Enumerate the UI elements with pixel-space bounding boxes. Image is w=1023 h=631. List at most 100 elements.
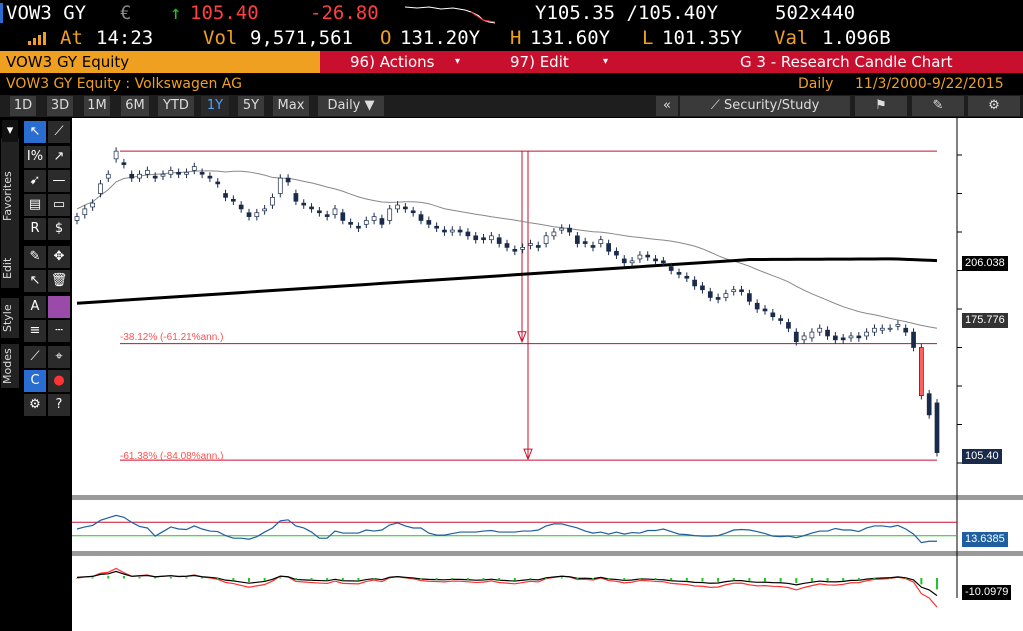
at-label: At	[60, 27, 83, 49]
pen-tool-icon[interactable]: ✎	[24, 246, 46, 268]
horizontal-line-icon[interactable]: —	[48, 170, 70, 192]
color-swatch-icon[interactable]	[48, 296, 70, 318]
x-year-label: 2015	[505, 617, 529, 629]
select-tool-icon[interactable]: ↖	[24, 270, 46, 292]
macd-histogram-bar	[748, 578, 751, 582]
help-icon[interactable]: ?	[48, 394, 70, 416]
candle-body	[121, 162, 127, 165]
chart-toolbar: 1D 3D 1M 6M YTD 1Y 5Y Max Daily ▼ « ⟋ Se…	[0, 95, 1023, 117]
ma50-value-tag: 175.776	[962, 313, 1008, 328]
ticker-symbol[interactable]: VOW3 GY	[6, 2, 87, 24]
candle-body	[113, 150, 119, 160]
regression-tool-icon[interactable]: R	[24, 218, 46, 240]
collapse-button[interactable]: «	[656, 96, 678, 116]
candle-body	[395, 204, 400, 210]
period-5y-button[interactable]: 5Y	[238, 96, 264, 116]
security-study-button[interactable]: ⟋ Security/Study	[680, 96, 850, 116]
modes-tab[interactable]: Modes	[1, 344, 19, 388]
flag-icon[interactable]: ⚑	[855, 96, 907, 116]
high-price: 131.60Y	[530, 27, 611, 49]
macd-histogram-bar	[764, 578, 766, 582]
style-tab[interactable]: Style	[1, 298, 19, 338]
candle-body	[207, 175, 213, 179]
macd-histogram-bar	[607, 578, 610, 580]
arrow-tool-icon[interactable]: ➹	[24, 170, 46, 192]
candle-body	[199, 171, 205, 175]
candle-body	[254, 212, 260, 217]
channel-tool-icon[interactable]: ▤	[24, 194, 46, 216]
macd-signal-line	[76, 570, 938, 597]
settings-gear-icon[interactable]: ⚙	[968, 96, 1020, 116]
candle-body	[825, 329, 830, 337]
candle-body	[184, 171, 189, 175]
edit-dropdown-icon[interactable]: ▾	[603, 56, 609, 67]
macd-histogram-bar	[341, 578, 344, 581]
candle-body	[926, 393, 932, 416]
trendline-tool-icon[interactable]: ↗	[48, 146, 70, 168]
actions-dropdown-icon[interactable]: ▾	[455, 56, 461, 67]
up-arrow-icon: ↑	[170, 2, 182, 24]
fib-tool-icon[interactable]: I%	[24, 146, 46, 168]
line-weight-icon[interactable]: ≡	[24, 320, 46, 342]
candle-body	[676, 272, 682, 275]
snap-mode-icon[interactable]: ⌖	[48, 346, 70, 368]
crosshair-mode-icon[interactable]: ⟋	[24, 346, 46, 368]
shape-tool-icon[interactable]: ▭	[48, 194, 70, 216]
candle-body	[793, 331, 799, 343]
security-field[interactable]: VOW3 GY Equity	[0, 51, 320, 73]
frequency-dropdown[interactable]: Daily ▼	[318, 96, 384, 116]
line-style-icon[interactable]: ┄	[48, 320, 70, 342]
cycle-mode-icon[interactable]: C	[24, 370, 46, 392]
text-style-icon[interactable]: A	[24, 296, 46, 318]
candle-body	[356, 225, 361, 229]
macd-histogram-bar	[529, 578, 532, 580]
period-1d-button[interactable]: 1D	[10, 96, 36, 116]
macd-histogram-bar	[107, 575, 110, 579]
rsi-line	[76, 514, 937, 544]
macd-histogram-bar	[795, 578, 798, 583]
candle-body	[668, 266, 674, 271]
macd-histogram-bar	[154, 577, 157, 579]
macd-histogram-bar	[435, 578, 438, 580]
candle-body	[379, 218, 385, 225]
period-6m-button[interactable]: 6M	[121, 96, 149, 116]
macd-histogram-bar	[873, 578, 876, 580]
multi-color-icon[interactable]: ●	[48, 370, 70, 392]
candle-body	[528, 243, 533, 246]
macd-histogram-bar	[623, 578, 626, 581]
candle-body	[410, 210, 416, 214]
collapse-arrow-icon[interactable]: ▾	[2, 120, 18, 142]
open-price: 131.20Y	[400, 27, 481, 49]
edit-note-icon[interactable]: ✎	[912, 96, 964, 116]
rsi-tick-label: 100	[969, 507, 987, 519]
period-ytd-button[interactable]: YTD	[158, 96, 194, 116]
line-tool-icon[interactable]: ⟋	[48, 121, 70, 143]
trash-icon[interactable]: 🗑	[48, 270, 70, 292]
macd-histogram-bar	[310, 578, 313, 581]
price-tool-icon[interactable]: $	[48, 218, 70, 240]
period-3d-button[interactable]: 3D	[47, 96, 73, 116]
period-1y-button[interactable]: 1Y	[201, 96, 229, 116]
security-name: VOW3 GY Equity : Volkswagen AG	[6, 76, 242, 92]
candle-body	[582, 241, 588, 244]
actions-menu[interactable]: 96) Actions	[350, 53, 435, 71]
pointer-tool-icon[interactable]: ↖	[24, 121, 46, 143]
last-price-tag: 105.40	[962, 449, 1002, 464]
candle-body	[426, 220, 432, 225]
candle-body	[340, 212, 346, 221]
macd-histogram-bar	[451, 578, 454, 580]
edit-menu[interactable]: 97) Edit	[510, 53, 569, 71]
tools-settings-icon[interactable]: ⚙	[24, 394, 46, 416]
macd-histogram-bar	[685, 578, 688, 581]
period-1m-button[interactable]: 1M	[84, 96, 110, 116]
candle-body	[715, 297, 721, 300]
edit-tab[interactable]: Edit	[1, 248, 19, 288]
period-max-button[interactable]: Max	[273, 96, 309, 116]
macd-histogram-bar	[373, 578, 376, 580]
move-tool-icon[interactable]: ✥	[48, 246, 70, 268]
ma50-line	[76, 170, 938, 329]
macd-histogram-bar	[91, 577, 94, 579]
candle-body	[575, 235, 580, 244]
favorites-tab[interactable]: Favorites	[1, 138, 19, 254]
